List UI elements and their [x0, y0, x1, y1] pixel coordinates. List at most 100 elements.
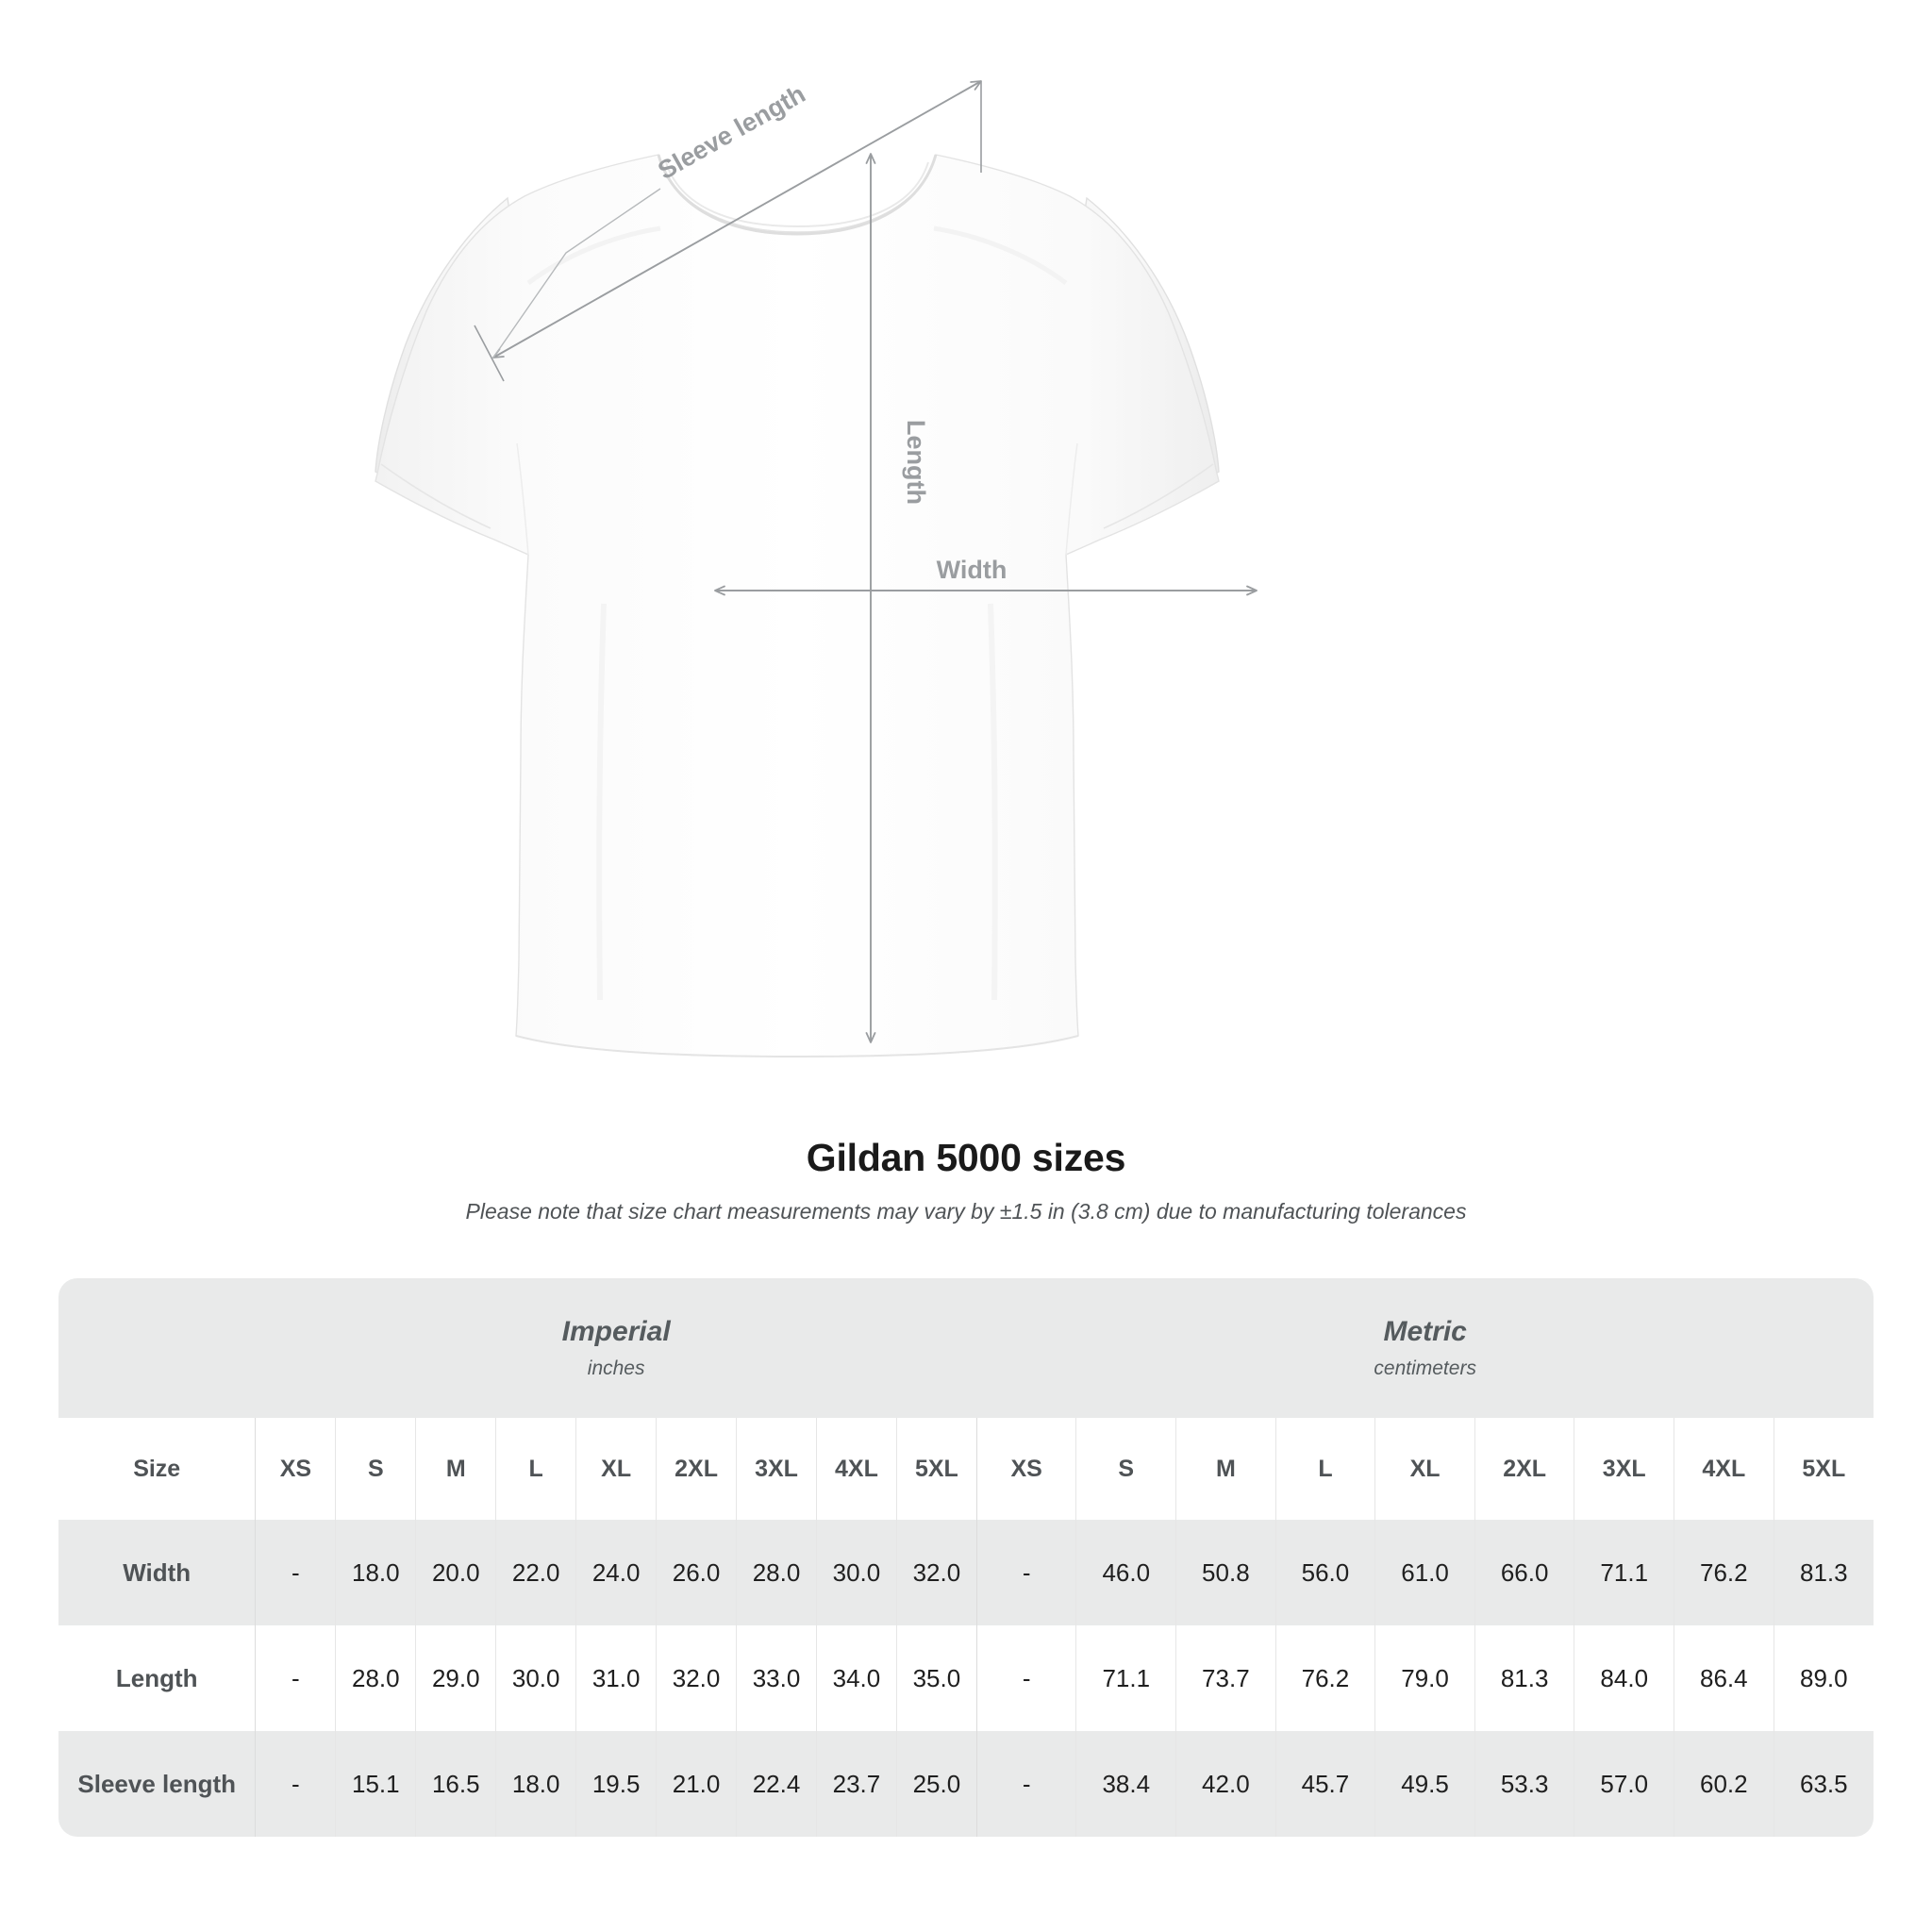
length-label: Length: [902, 420, 930, 505]
cell-metric: 60.2: [1674, 1731, 1774, 1837]
cell-metric: 86.4: [1674, 1625, 1774, 1731]
cell-metric: 45.7: [1275, 1731, 1376, 1837]
width-dimension: Width: [714, 556, 1257, 596]
cell-imperial: -: [255, 1731, 337, 1837]
cell-imperial: 33.0: [736, 1625, 817, 1731]
cell-metric: 76.2: [1674, 1520, 1774, 1625]
cell-imperial: 15.1: [335, 1731, 417, 1837]
unit-name: Imperial: [561, 1315, 671, 1347]
cell-metric: -: [976, 1625, 1077, 1731]
page-subtitle: Please note that size chart measurements…: [465, 1199, 1467, 1224]
cell-imperial: 21.0: [656, 1731, 738, 1837]
cell-imperial: 22.4: [736, 1731, 817, 1837]
width-label: Width: [937, 556, 1008, 584]
table-row: Sleeve length -15.1 16.5 18.0 19.5 21.0 22.4 23…: [58, 1731, 1874, 1837]
row-label-length: Length: [58, 1625, 257, 1731]
cell-imperial: 28.0: [736, 1520, 817, 1625]
cell-imperial: 32.0: [896, 1520, 977, 1625]
cell-metric: 71.1: [1574, 1520, 1675, 1625]
cell-metric: 79.0: [1374, 1625, 1475, 1731]
cell-metric: -: [976, 1520, 1077, 1625]
cell-metric: 49.5: [1374, 1731, 1475, 1837]
size-header-metric-xl: XL: [1374, 1418, 1475, 1520]
size-header-imperial-xs: XS: [255, 1418, 337, 1520]
size-header-imperial-4xl: 4XL: [816, 1418, 897, 1520]
size-header-metric-2xl: 2XL: [1474, 1418, 1575, 1520]
cell-metric: 38.4: [1075, 1731, 1177, 1837]
size-header-imperial-3xl: 3XL: [736, 1418, 817, 1520]
cell-metric: 57.0: [1574, 1731, 1675, 1837]
row-label-width: Width: [58, 1520, 257, 1625]
size-header-metric-s: S: [1075, 1418, 1177, 1520]
cell-imperial: 28.0: [335, 1625, 417, 1731]
size-header-label: Size: [58, 1418, 257, 1520]
tshirt-diagram: Sleeve length Length Width: [375, 79, 1257, 1058]
unit-header-row: Imperial inches Metric centimeters: [58, 1278, 1874, 1418]
cell-metric: 89.0: [1774, 1625, 1874, 1731]
cell-imperial: 18.0: [495, 1731, 577, 1837]
size-chart-table-wrapper: Imperial inches Metric centimeters Size XS S M L…: [58, 1278, 1874, 1837]
cell-metric: 50.8: [1175, 1520, 1276, 1625]
size-header-metric-l: L: [1275, 1418, 1376, 1520]
unit-name: Metric: [1383, 1315, 1467, 1347]
size-header-imperial-2xl: 2XL: [656, 1418, 738, 1520]
cell-imperial: 35.0: [896, 1625, 977, 1731]
size-header-metric-xs: XS: [976, 1418, 1077, 1520]
size-header-imperial-l: L: [495, 1418, 577, 1520]
cell-metric: 73.7: [1175, 1625, 1276, 1731]
unit-header-metric: Metric centimeters: [976, 1278, 1874, 1418]
cell-imperial: 20.0: [415, 1520, 497, 1625]
cell-imperial: 32.0: [656, 1625, 738, 1731]
cell-imperial: 19.5: [575, 1731, 658, 1837]
cell-imperial: 22.0: [495, 1520, 577, 1625]
unit-subtitle: centimeters: [1374, 1357, 1476, 1380]
cell-imperial: 24.0: [575, 1520, 658, 1625]
cell-imperial: 26.0: [656, 1520, 738, 1625]
cell-metric: 71.1: [1075, 1625, 1177, 1731]
sleeve-length-label: Sleeve length: [653, 79, 809, 185]
size-header-metric-m: M: [1175, 1418, 1276, 1520]
cell-metric: 84.0: [1574, 1625, 1675, 1731]
unit-header-imperial: Imperial inches: [255, 1278, 977, 1418]
cell-imperial: 18.0: [335, 1520, 417, 1625]
cell-imperial: -: [255, 1625, 337, 1731]
row-label-sleeve-length: Sleeve length: [58, 1731, 257, 1837]
cell-imperial: 16.5: [415, 1731, 497, 1837]
cell-metric: 66.0: [1474, 1520, 1575, 1625]
size-header-imperial-s: S: [335, 1418, 417, 1520]
size-chart-table: Imperial inches Metric centimeters Size XS S M L…: [58, 1278, 1874, 1837]
size-header-row: Size XS S M L XL 2XL 3XL 4XL 5XL XS S M L XL 2XL 3XL 4XL 5…: [58, 1418, 1874, 1520]
cell-imperial: 23.7: [816, 1731, 897, 1837]
length-dimension: Length: [865, 153, 930, 1043]
unit-subtitle: inches: [587, 1357, 645, 1380]
chart-title-block: Gildan 5000 sizes Please note that size …: [0, 1136, 1932, 1225]
tshirt-illustration: [375, 154, 1220, 1058]
table-row: Width -18.0 20.0 22.0 24.0 26.0 28.0 30.0 32.0-4…: [58, 1520, 1874, 1625]
cell-metric: 76.2: [1275, 1625, 1376, 1731]
cell-metric: 53.3: [1474, 1731, 1575, 1837]
cell-metric: 56.0: [1275, 1520, 1376, 1625]
size-header-imperial-xl: XL: [575, 1418, 658, 1520]
cell-imperial: 30.0: [816, 1520, 897, 1625]
cell-metric: 81.3: [1474, 1625, 1575, 1731]
cell-imperial: 25.0: [896, 1731, 977, 1837]
unit-header-spacer: [58, 1278, 256, 1418]
cell-imperial: 29.0: [415, 1625, 497, 1731]
cell-imperial: 34.0: [816, 1625, 897, 1731]
size-header-imperial-m: M: [415, 1418, 497, 1520]
page-title: Gildan 5000 sizes: [806, 1136, 1126, 1179]
cell-metric: 81.3: [1774, 1520, 1874, 1625]
cell-metric: 61.0: [1374, 1520, 1475, 1625]
cell-imperial: -: [255, 1520, 337, 1625]
cell-metric: -: [976, 1731, 1077, 1837]
cell-imperial: 31.0: [575, 1625, 658, 1731]
cell-metric: 46.0: [1075, 1520, 1177, 1625]
cell-metric: 63.5: [1774, 1731, 1874, 1837]
size-header-imperial-5xl: 5XL: [896, 1418, 977, 1520]
table-row: Length -28.0 29.0 30.0 31.0 32.0 33.0 34.0 35.0-…: [58, 1625, 1874, 1731]
cell-metric: 42.0: [1175, 1731, 1276, 1837]
size-header-metric-4xl: 4XL: [1674, 1418, 1774, 1520]
size-header-metric-5xl: 5XL: [1774, 1418, 1874, 1520]
cell-imperial: 30.0: [495, 1625, 577, 1731]
size-header-metric-3xl: 3XL: [1574, 1418, 1675, 1520]
